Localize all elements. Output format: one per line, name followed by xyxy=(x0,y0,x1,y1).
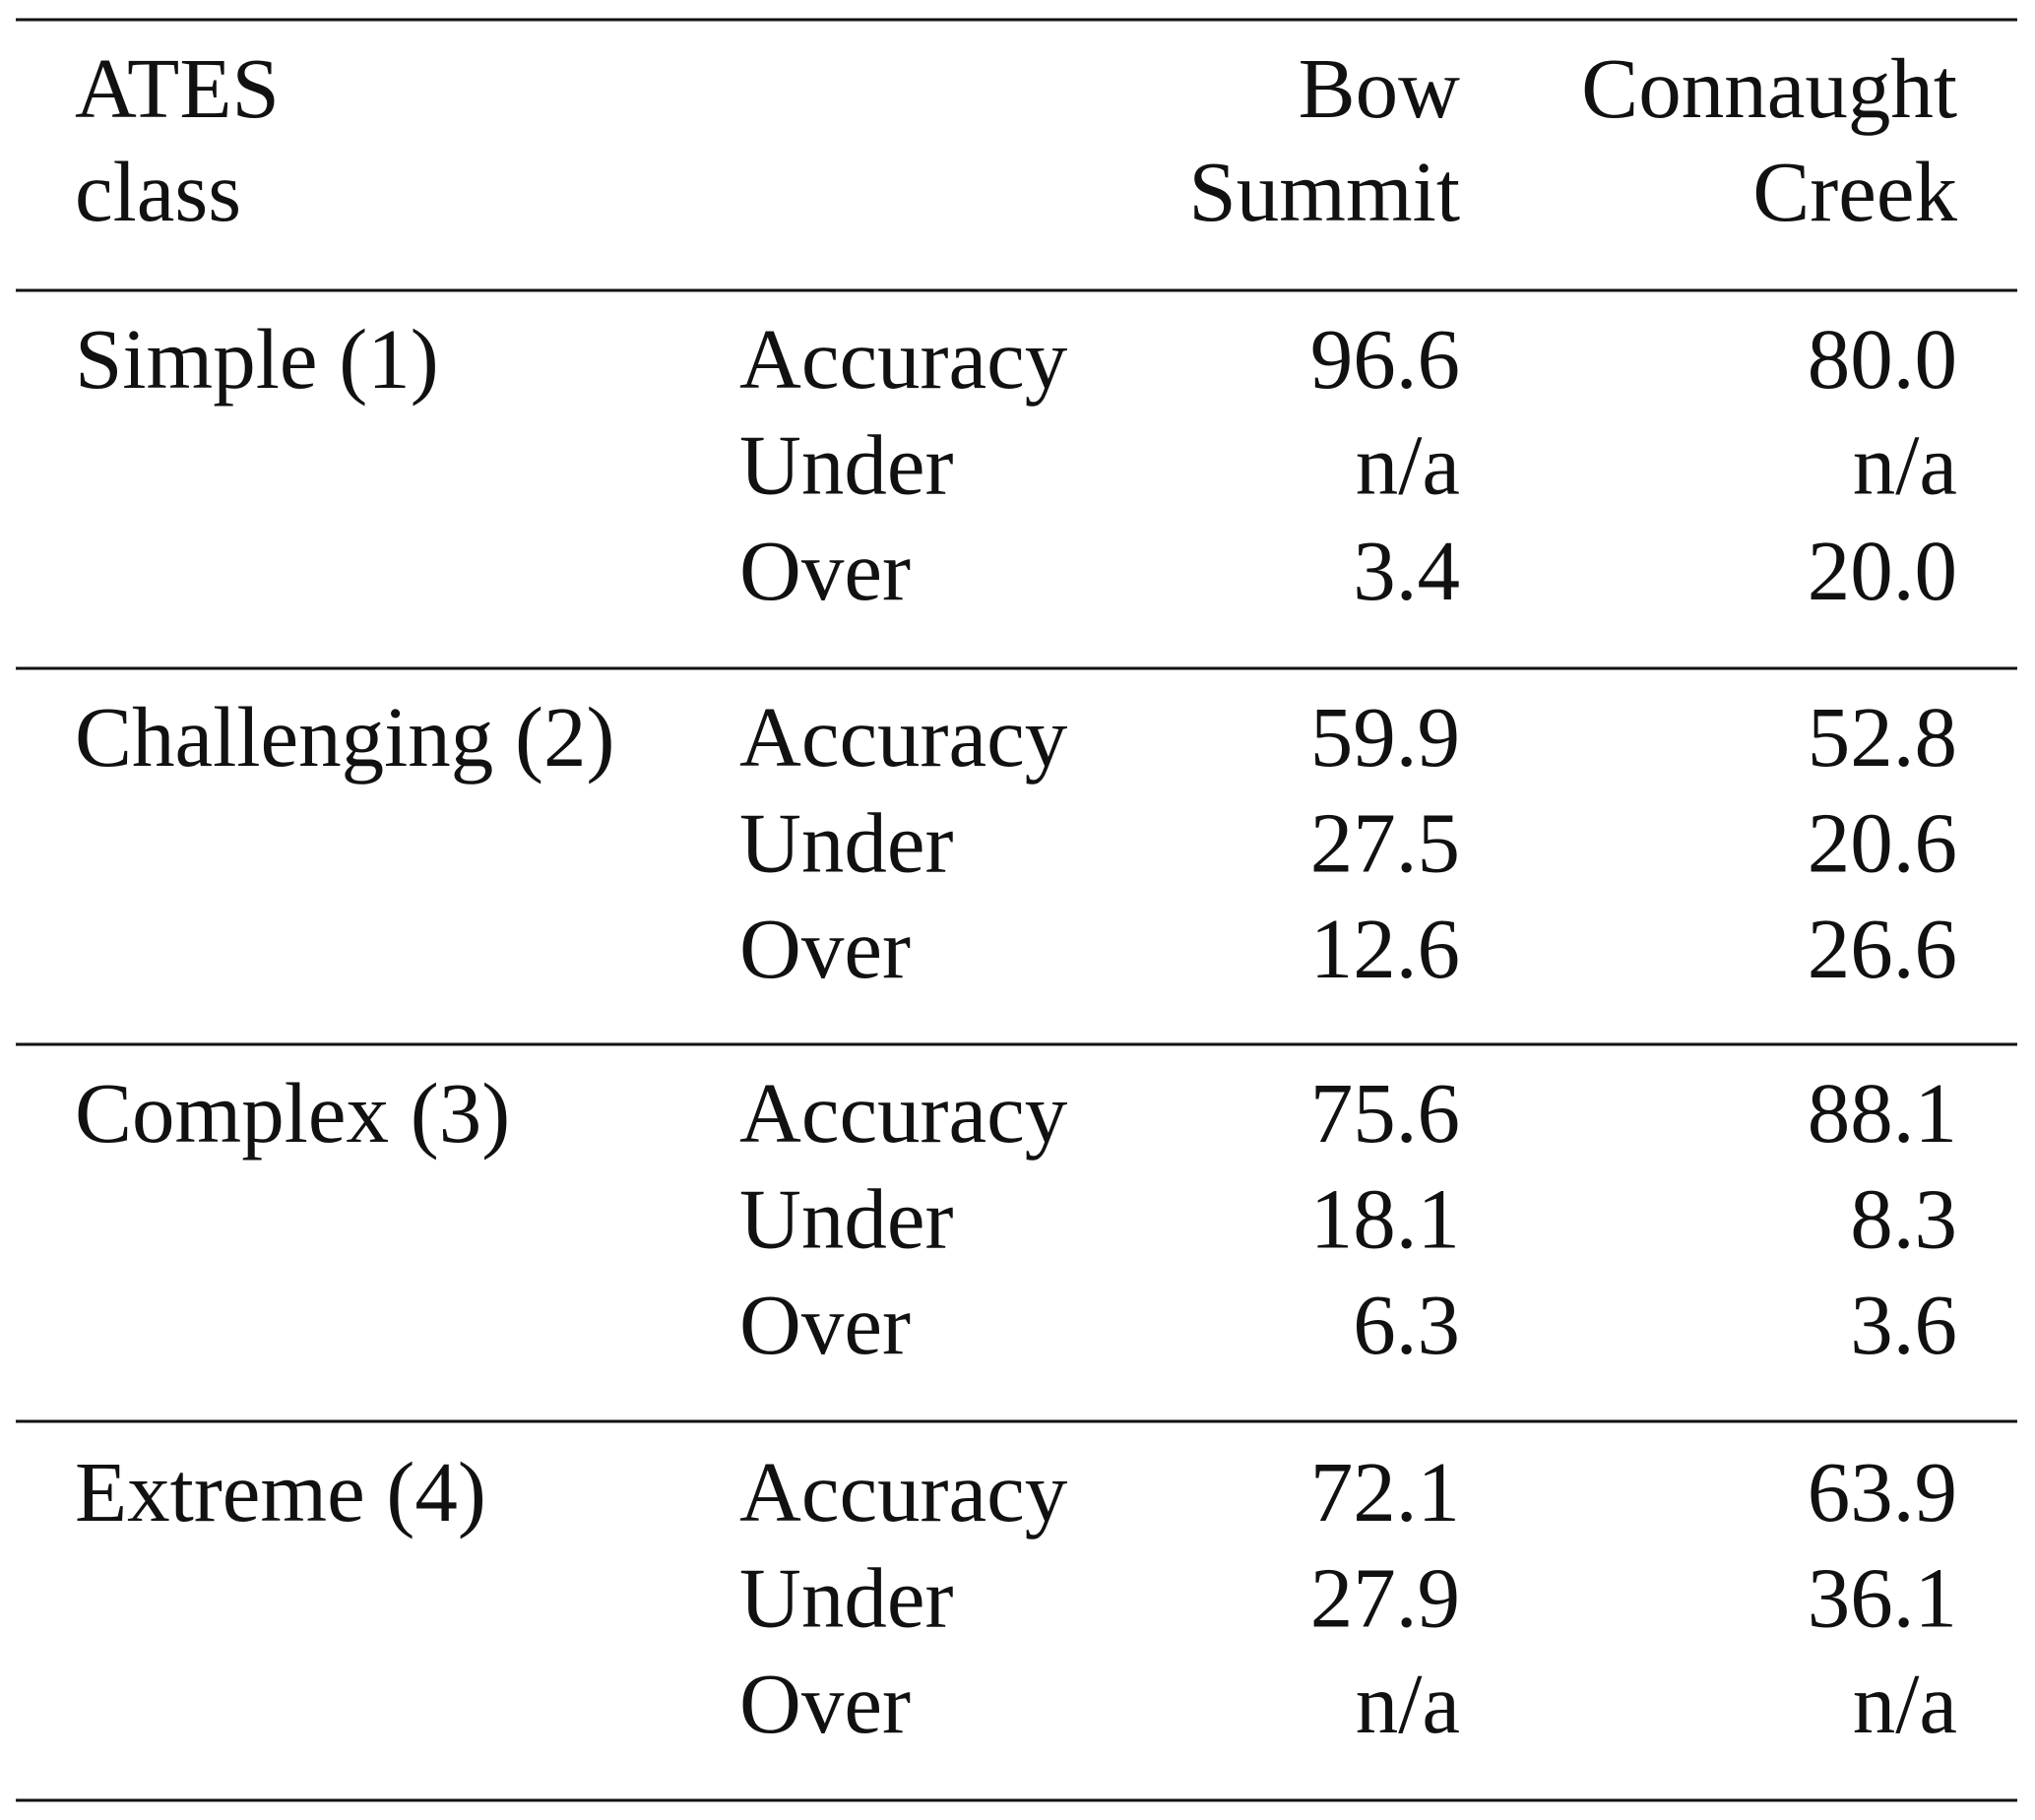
metric-label: Over xyxy=(739,901,911,996)
value-cell: 12.6 xyxy=(1310,901,1460,996)
value-cell: 80.0 xyxy=(1808,311,1957,407)
metric-label: Under xyxy=(739,416,953,512)
metric-label: Accuracy xyxy=(739,311,1068,407)
class-label: Extreme (4) xyxy=(75,1444,486,1539)
header-cell: Connaught xyxy=(1581,40,1957,136)
value-cell: n/a xyxy=(1356,416,1460,512)
class-label: Complex (3) xyxy=(75,1065,510,1161)
value-cell: n/a xyxy=(1356,1656,1460,1751)
metric-label: Accuracy xyxy=(739,1444,1068,1539)
value-cell: 26.6 xyxy=(1808,901,1957,996)
header-cell: Summit xyxy=(1188,144,1460,239)
metric-label: Under xyxy=(739,1170,953,1266)
header-cell: Bow xyxy=(1299,40,1461,136)
header-cell: ATES xyxy=(75,40,280,136)
value-cell: 20.0 xyxy=(1808,523,1957,618)
class-label: Challenging (2) xyxy=(75,689,614,784)
metric-label: Accuracy xyxy=(739,689,1068,784)
value-cell: 18.1 xyxy=(1310,1170,1460,1266)
metric-label: Over xyxy=(739,1277,911,1372)
value-cell: 52.8 xyxy=(1808,689,1957,784)
metric-label: Accuracy xyxy=(739,1065,1068,1161)
metric-label: Over xyxy=(739,523,911,618)
value-cell: 20.6 xyxy=(1808,794,1957,890)
value-cell: 3.6 xyxy=(1850,1277,1957,1372)
value-cell: 8.3 xyxy=(1850,1170,1957,1266)
value-cell: 3.4 xyxy=(1353,523,1460,618)
value-cell: 36.1 xyxy=(1808,1549,1957,1645)
value-cell: n/a xyxy=(1853,416,1957,512)
value-cell: 88.1 xyxy=(1808,1065,1957,1161)
value-cell: 96.6 xyxy=(1310,311,1460,407)
metric-label: Over xyxy=(739,1656,911,1751)
header-cell: Creek xyxy=(1752,144,1957,239)
value-cell: 72.1 xyxy=(1310,1444,1460,1539)
value-cell: n/a xyxy=(1853,1656,1957,1751)
value-cell: 6.3 xyxy=(1353,1277,1460,1372)
value-cell: 59.9 xyxy=(1310,689,1460,784)
class-label: Simple (1) xyxy=(75,311,439,407)
value-cell: 27.5 xyxy=(1310,794,1460,890)
value-cell: 27.9 xyxy=(1310,1549,1460,1645)
header-cell: class xyxy=(75,144,241,239)
value-cell: 75.6 xyxy=(1310,1065,1460,1161)
value-cell: 63.9 xyxy=(1808,1444,1957,1539)
metric-label: Under xyxy=(739,794,953,890)
metric-label: Under xyxy=(739,1549,953,1645)
